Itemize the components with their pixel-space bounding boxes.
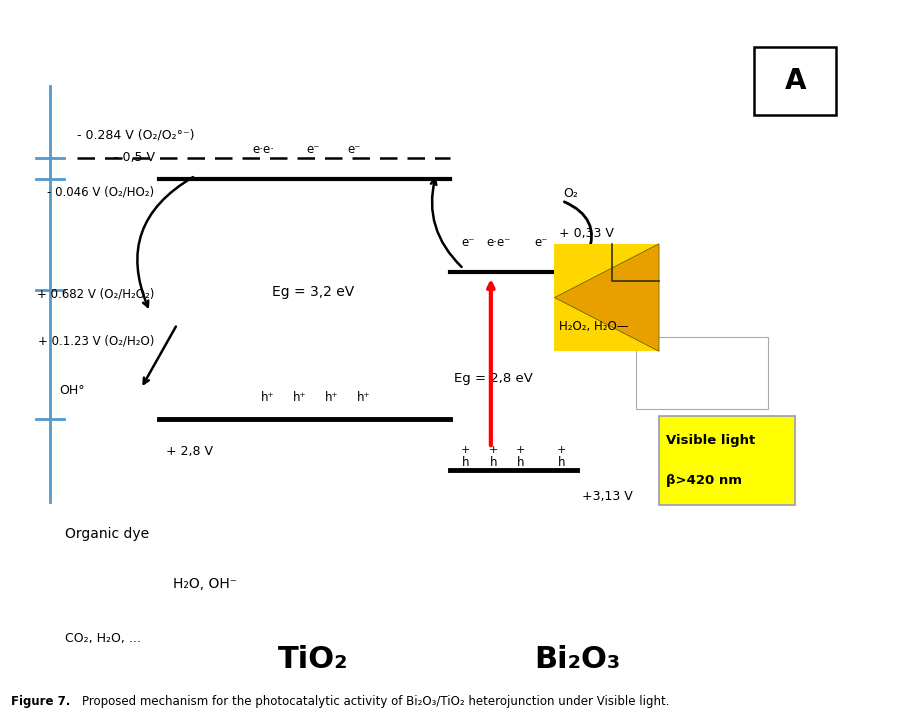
Text: Figure 7.: Figure 7.: [11, 695, 75, 708]
Bar: [659, 416, 795, 505]
Text: e⁻: e⁻: [307, 143, 320, 156]
Text: - 0.284 V (O₂/O₂°⁻): - 0.284 V (O₂/O₂°⁻): [77, 129, 195, 142]
Text: h: h: [462, 456, 469, 469]
Text: e⁻: e⁻: [462, 236, 474, 249]
Text: + 0,33 V: + 0,33 V: [582, 253, 636, 266]
Text: + 0.682 V (O₂/H₂O₂): + 0.682 V (O₂/H₂O₂): [37, 288, 155, 300]
Text: e·e·: e·e·: [253, 143, 275, 156]
Text: +: +: [461, 445, 470, 455]
Text: h: h: [517, 456, 524, 469]
Text: h: h: [558, 456, 565, 469]
Text: e·e⁻: e·e⁻: [486, 236, 510, 249]
Text: h⁺: h⁺: [262, 391, 275, 404]
Text: e⁻: e⁻: [534, 236, 547, 249]
Text: OH°: OH°: [59, 384, 85, 397]
Bar: [754, 47, 836, 115]
Text: h⁺: h⁺: [357, 391, 370, 404]
Text: TiO₂: TiO₂: [278, 645, 349, 674]
Text: h: h: [490, 456, 497, 469]
Text: +: +: [516, 445, 525, 455]
Text: H₂O, OH⁻: H₂O, OH⁻: [173, 577, 237, 592]
Text: Organic dye: Organic dye: [65, 527, 150, 541]
Text: - 0.046 V (O₂/HO₂): - 0.046 V (O₂/HO₂): [47, 186, 155, 199]
Text: + 0,33 V: + 0,33 V: [559, 227, 614, 239]
Text: Eg = 3,2 eV: Eg = 3,2 eV: [273, 285, 355, 299]
Text: +: +: [489, 445, 498, 455]
Text: Proposed mechanism for the photocatalytic activity of Bi₂O₃/TiO₂ heterojunction : Proposed mechanism for the photocatalyti…: [82, 695, 669, 708]
Text: Bi₂O₃: Bi₂O₃: [534, 645, 620, 674]
Text: H₂O₂, H₂O—: H₂O₂, H₂O—: [559, 320, 628, 333]
Text: Visible light: Visible light: [666, 435, 755, 447]
Text: e⁻: e⁻: [348, 143, 361, 156]
Text: +3,13 V: +3,13 V: [582, 490, 633, 503]
Text: +: +: [557, 445, 566, 455]
Text: h⁺: h⁺: [325, 391, 338, 404]
Text: A: A: [784, 67, 806, 95]
Text: - 0,5 V: - 0,5 V: [114, 151, 155, 164]
Bar: [554, 244, 659, 351]
Text: h⁺: h⁺: [294, 391, 306, 404]
Text: CO₂, H₂O, ...: CO₂, H₂O, ...: [65, 632, 141, 645]
Text: Eg = 2,8 eV: Eg = 2,8 eV: [454, 371, 534, 385]
Bar: [636, 337, 768, 409]
Text: β>420 nm: β>420 nm: [666, 474, 743, 487]
Text: O₂: O₂: [564, 187, 578, 200]
Polygon shape: [554, 244, 659, 351]
Text: + 2,8 V: + 2,8 V: [166, 445, 214, 458]
Text: + 0.1.23 V (O₂/H₂O): + 0.1.23 V (O₂/H₂O): [38, 334, 155, 347]
